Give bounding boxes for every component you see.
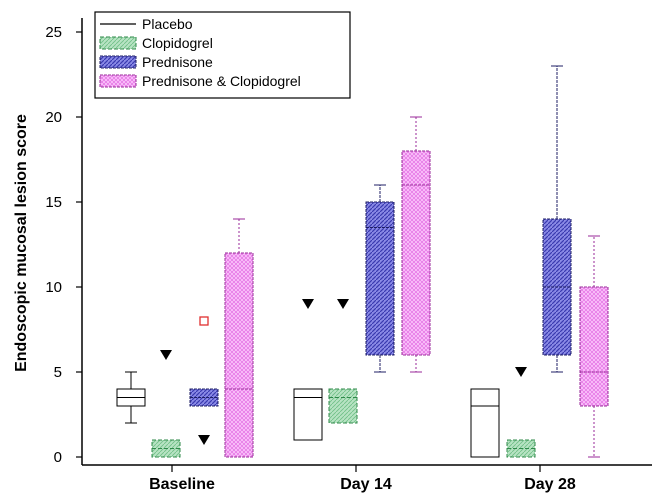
box-clopidogrel-day-14 xyxy=(328,388,358,424)
x-tick-label-day-28: Day 28 xyxy=(524,476,576,493)
x-tick-label-baseline: Baseline xyxy=(149,476,215,493)
outlier-triangle xyxy=(302,299,314,309)
boxes xyxy=(116,65,609,458)
box-body xyxy=(224,252,254,458)
y-tick-label: 25 xyxy=(45,24,62,41)
box-prednisone-baseline xyxy=(189,388,219,407)
box-prednisone-day-28 xyxy=(542,65,572,373)
legend-swatch xyxy=(99,36,137,50)
box-body xyxy=(470,388,500,458)
legend-item-prednisone: Prednisone xyxy=(99,54,213,70)
y-tick-label: 20 xyxy=(45,109,62,126)
outlier-triangle xyxy=(515,367,527,377)
outlier-triangle xyxy=(337,299,349,309)
box-body xyxy=(293,388,323,441)
box-clopidogrel-day-28 xyxy=(506,439,536,458)
legend-label: Clopidogrel xyxy=(142,35,213,51)
x-tick-label-day-14: Day 14 xyxy=(340,476,392,493)
box-body xyxy=(328,388,358,424)
box-clopidogrel-baseline xyxy=(151,439,181,458)
legend-label: Prednisone & Clopidogrel xyxy=(142,73,301,89)
box-prednisone-and-clopidogrel-day-14 xyxy=(401,116,431,373)
box-placebo-baseline xyxy=(116,371,146,424)
legend-frame xyxy=(94,11,351,99)
legend-item-clopidogrel: Clopidogrel xyxy=(99,35,213,51)
legend-label: Prednisone xyxy=(142,54,213,70)
box-prednisone-and-clopidogrel-baseline xyxy=(224,218,254,458)
box-body xyxy=(401,150,431,356)
legend-label: Placebo xyxy=(142,16,193,32)
legend-swatch xyxy=(99,74,137,88)
x-ticks: Baseline Day 14 Day 28 xyxy=(149,465,576,493)
box-placebo-day-14 xyxy=(293,388,323,441)
y-tick-label: 15 xyxy=(45,194,62,211)
y-axis-title: Endoscopic mucosal lesion score xyxy=(13,114,30,372)
legend-item-prednisone-and-clopidogrel: Prednisone & Clopidogrel xyxy=(99,73,301,89)
y-ticks: 0 5 10 15 20 25 xyxy=(45,24,82,466)
y-tick-label: 5 xyxy=(54,364,62,381)
box-prednisone-and-clopidogrel-day-28 xyxy=(579,235,609,458)
legend-swatch xyxy=(99,55,137,69)
box-body xyxy=(365,201,395,356)
outlier-markers xyxy=(160,299,527,445)
outlier-triangle xyxy=(198,435,210,445)
box-placebo-day-28 xyxy=(470,388,500,458)
y-tick-label: 10 xyxy=(45,279,62,296)
outlier-triangle xyxy=(160,350,172,360)
outlier-square xyxy=(199,316,209,326)
box-body xyxy=(579,286,609,407)
legend: Placebo Clopidogrel Prednisone Prednisone &… xyxy=(94,11,351,99)
axes xyxy=(81,18,652,466)
box-prednisone-day-14 xyxy=(365,184,395,373)
y-tick-label: 0 xyxy=(54,449,62,466)
legend-item-placebo: Placebo xyxy=(100,16,193,32)
